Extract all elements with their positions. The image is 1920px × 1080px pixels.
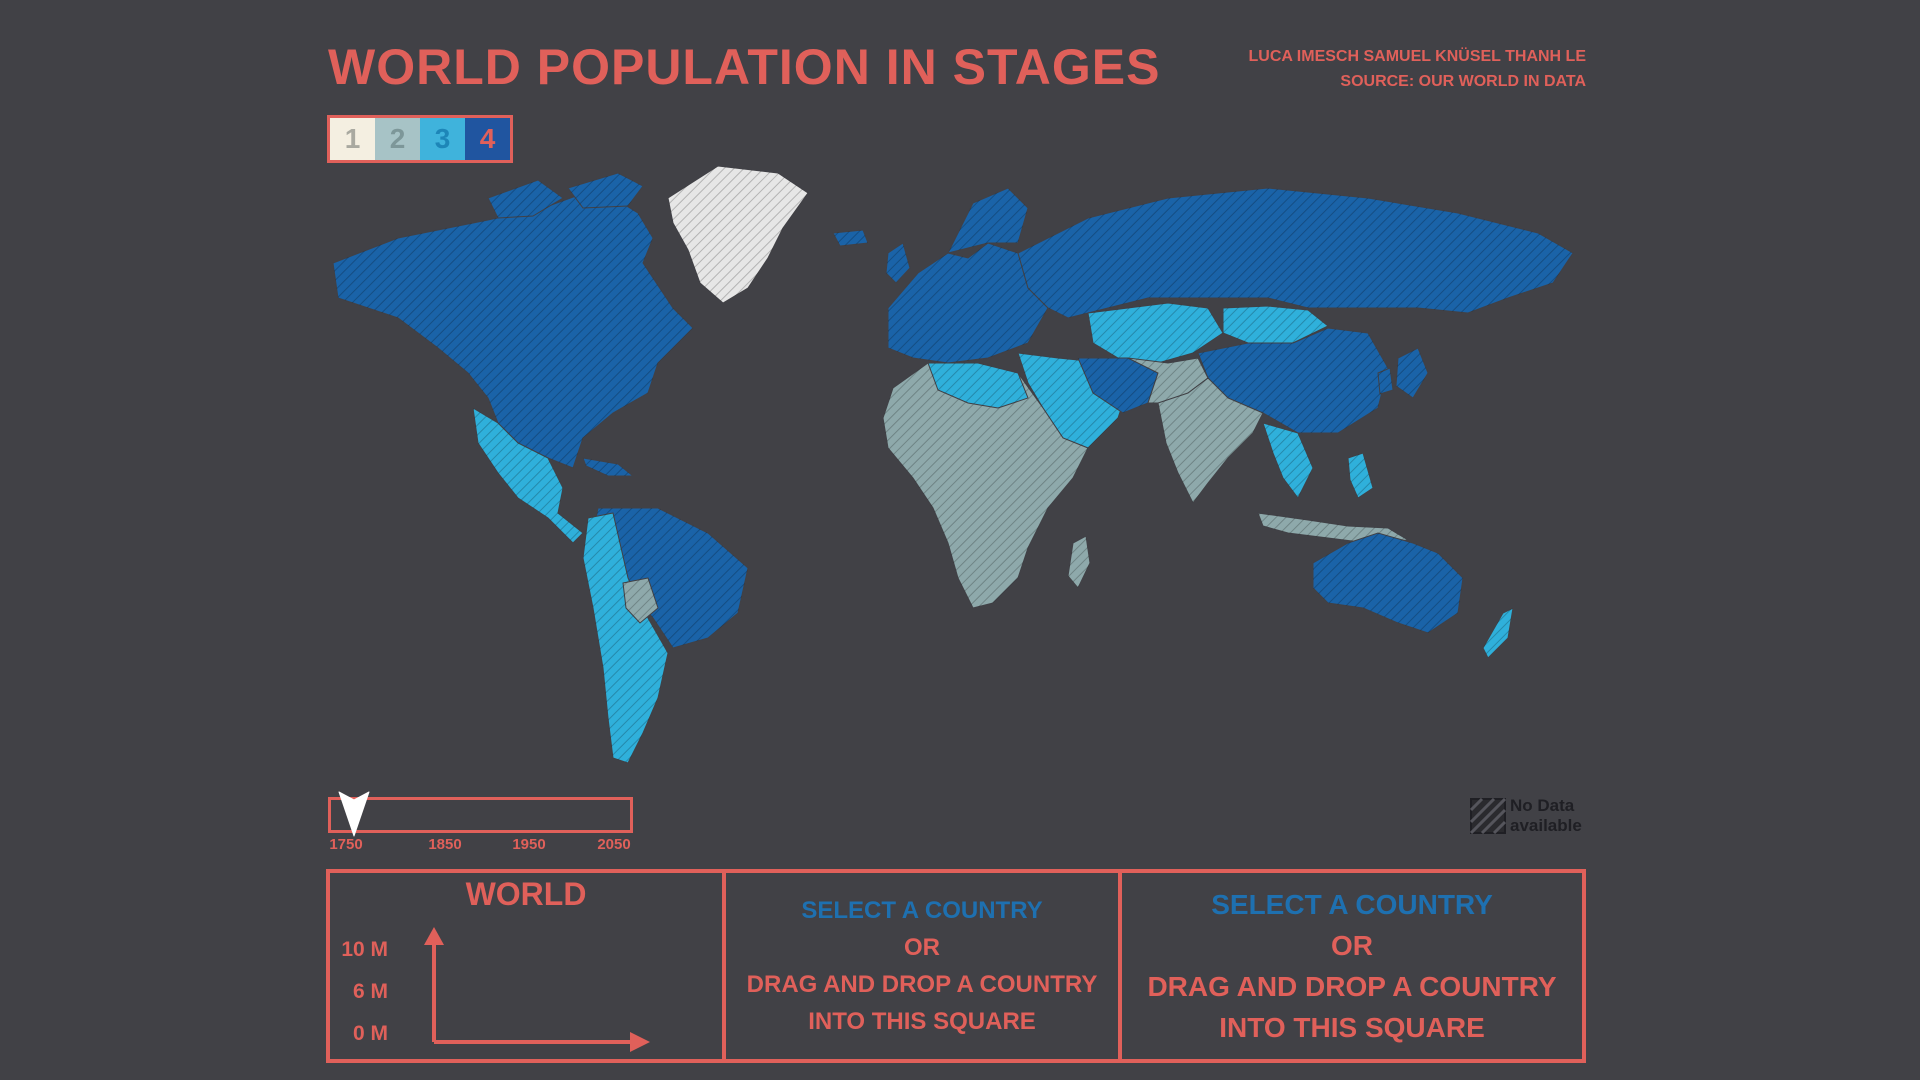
nodata-legend: No Data available	[1470, 796, 1582, 836]
y-tick-10m: 10 M	[341, 938, 388, 961]
drop-zone-1-or: OR	[904, 934, 940, 961]
country-russia-hatch	[1018, 188, 1573, 318]
country-madagascar-hatch	[1068, 536, 1090, 588]
country-new-zealand-hatch	[1483, 608, 1513, 658]
country-bolivia-hatch	[623, 578, 658, 623]
country-north-africa-hatch	[928, 363, 1028, 408]
drop-zone-2-text: SELECT A COUNTRY OR DRAG AND DROP A COUN…	[1122, 884, 1582, 1048]
nodata-line2: available	[1510, 816, 1582, 835]
stage-2-button[interactable]: 2	[375, 118, 420, 160]
country-arctic-islands-hatch	[488, 180, 563, 218]
nodata-label: No Data available	[1510, 796, 1582, 836]
stage-legend: 1 2 3 4	[327, 115, 513, 163]
stage-3-button[interactable]: 3	[420, 118, 465, 160]
country-brazil-hatch	[593, 508, 748, 648]
country-africa-hatch	[883, 363, 1088, 608]
country-japan-hatch	[1396, 348, 1428, 398]
drop-zone-2-or: OR	[1331, 930, 1373, 961]
slider-handle-icon[interactable]	[337, 790, 371, 838]
country-mexico-hatch	[473, 408, 583, 543]
y-tick-0m: 0 M	[352, 1022, 388, 1045]
stage-1-button[interactable]: 1	[330, 118, 375, 160]
authors-text: LUCA IMESCH SAMUEL KNÜSEL THANH LE	[1248, 48, 1587, 65]
hatch-swatch-icon	[1470, 798, 1506, 834]
country-drop-zone-2[interactable]: SELECT A COUNTRY OR DRAG AND DROP A COUN…	[1118, 869, 1586, 1063]
country-scandinavia-hatch	[948, 188, 1028, 253]
country-indochina-hatch	[1263, 423, 1313, 498]
country-australia-hatch	[1313, 533, 1463, 633]
drop-zone-1-into: INTO THIS SQUARE	[808, 1008, 1036, 1035]
country-central-asia-south-hatch	[1128, 358, 1208, 403]
timeline-tick-1750: 1750	[329, 836, 363, 853]
nodata-line1: No Data	[1510, 796, 1575, 815]
country-north-america-hatch	[333, 188, 693, 468]
drop-zone-2-drag: DRAG AND DROP A COUNTRY	[1147, 971, 1557, 1002]
timeline-slider[interactable]	[328, 791, 633, 837]
page-title: WORLD POPULATION IN STAGES	[328, 39, 1161, 95]
world-chart-axes	[424, 927, 650, 1052]
timeline-tick-2050: 2050	[597, 836, 631, 853]
country-drop-zone-1[interactable]: SELECT A COUNTRY OR DRAG AND DROP A COUN…	[722, 869, 1122, 1063]
country-mongolia-hatch	[1223, 306, 1328, 343]
country-arctic-islands-2-hatch	[568, 173, 643, 208]
select-country-link-1[interactable]: SELECT A COUNTRY	[801, 897, 1043, 924]
country-uk-hatch	[886, 243, 910, 283]
country-korea-hatch	[1378, 368, 1393, 394]
stage-4-button[interactable]: 4	[465, 118, 510, 160]
country-andes-hatch	[583, 513, 668, 763]
country-europe-hatch	[888, 243, 1048, 363]
world-map	[332, 165, 1574, 764]
credits: LUCA IMESCH SAMUEL KNÜSEL THANH LE SOURC…	[1249, 44, 1587, 94]
select-country-link-2[interactable]: SELECT A COUNTRY	[1211, 889, 1493, 920]
country-india-hatch	[1158, 378, 1263, 503]
drop-zone-1-text: SELECT A COUNTRY OR DRAG AND DROP A COUN…	[726, 892, 1118, 1040]
country-cuba-hatch	[583, 458, 633, 476]
country-greenland-hatch	[668, 166, 808, 303]
y-tick-6m: 6 M	[352, 980, 388, 1003]
drop-zone-2-into: INTO THIS SQUARE	[1219, 1012, 1485, 1043]
world-panel: WORLD 10 M 6 M 0 M	[326, 869, 726, 1063]
timeline-tick-1850: 1850	[428, 836, 462, 853]
source-text: SOURCE: OUR WORLD IN DATA	[1340, 73, 1586, 90]
drop-zone-1-drag: DRAG AND DROP A COUNTRY	[746, 971, 1098, 998]
timeline-tick-1950: 1950	[512, 836, 546, 853]
world-panel-title: WORLD	[465, 876, 587, 912]
country-china-hatch	[1198, 328, 1388, 433]
country-kazakhstan-hatch	[1088, 303, 1223, 363]
country-iceland-hatch	[833, 230, 868, 246]
country-iran-hatch	[1078, 358, 1158, 413]
country-philippines-hatch	[1348, 453, 1373, 498]
